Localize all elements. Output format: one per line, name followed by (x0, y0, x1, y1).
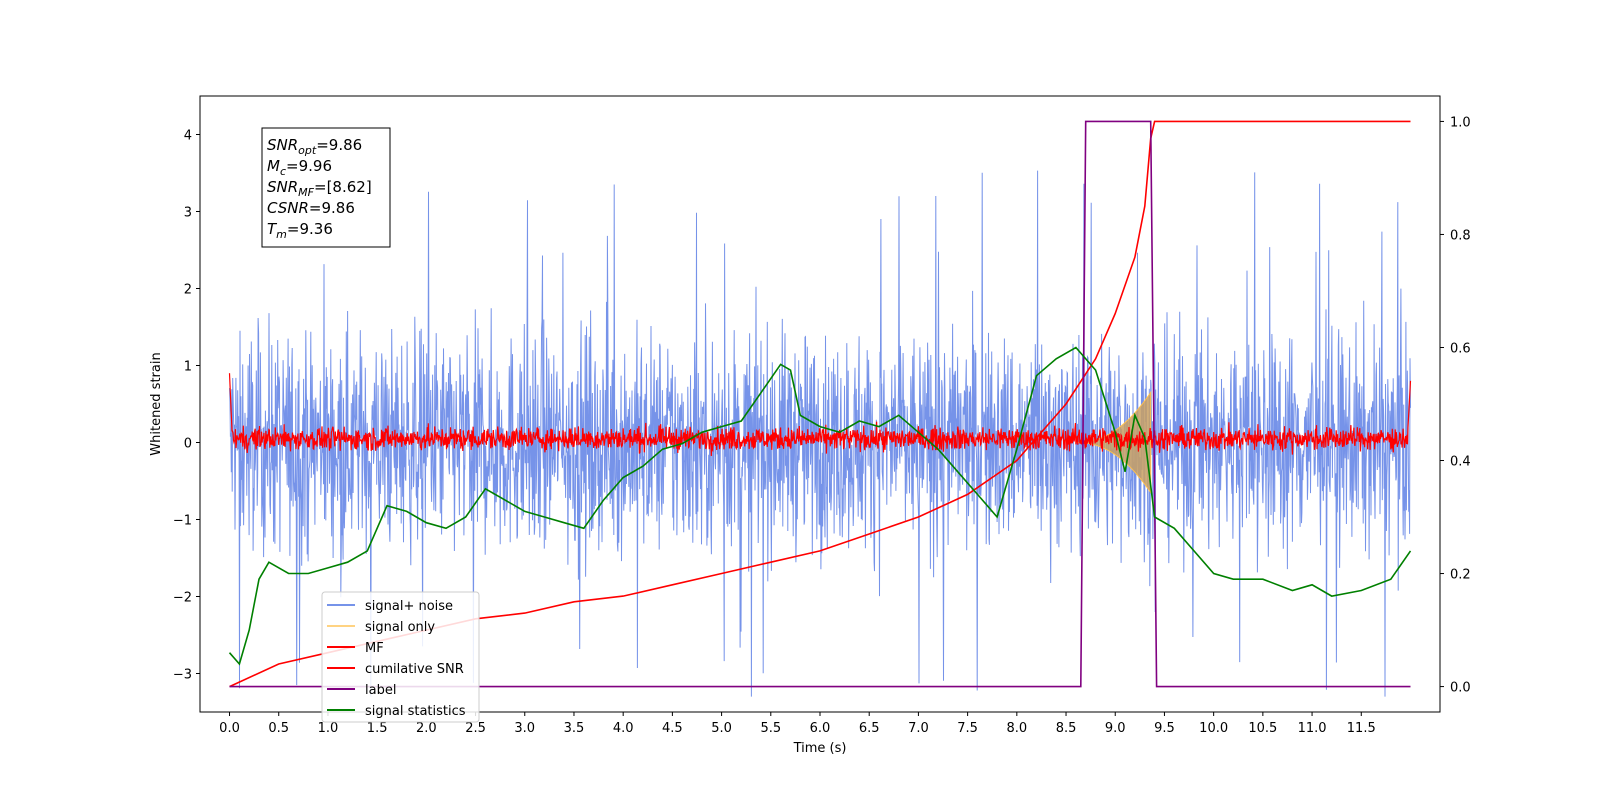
legend-label: label (365, 683, 396, 698)
x-tick-label: 5.0 (711, 721, 732, 736)
x-tick-label: 7.5 (957, 721, 978, 736)
series-label (229, 120, 1411, 688)
legend: signal+ noise signal only MF cumilative SNR… (321, 591, 480, 723)
legend-label: signal statistics (365, 704, 466, 719)
y-tick-label: 4 (184, 129, 192, 144)
legend-label: signal only (365, 620, 435, 635)
x-tick-label: 0.5 (268, 721, 289, 736)
info-box-line: SNRMF=[8.62] (267, 178, 372, 199)
info-box-line: Mc=9.96 (267, 157, 332, 178)
y-tick-label: −1 (173, 514, 192, 529)
x-tick-label: 7.0 (908, 721, 929, 736)
x-tick-label: 10.0 (1199, 721, 1228, 736)
info-box-line: SNRopt=9.86 (267, 136, 362, 157)
x-tick-label: 3.5 (564, 721, 585, 736)
y-tick-label: 1 (184, 360, 192, 375)
y-tick-label: 3 (184, 206, 192, 221)
series-mf (228, 373, 1412, 457)
x-tick-label: 2.5 (465, 721, 486, 736)
x-tick-label: 9.0 (1105, 721, 1126, 736)
x-tick-label: 6.0 (810, 721, 831, 736)
x-axis-label: Time (s) (793, 741, 847, 756)
x-tick-label: 11.5 (1347, 721, 1376, 736)
series-signal-statistics (228, 346, 1412, 666)
x-axis: 0.0 0.5 1.0 1.5 2.0 2.5 3.0 3.5 4.0 4.5 5.0 5.5 6.0 6… (219, 712, 1376, 736)
y2-tick-label: 0.6 (1450, 341, 1471, 356)
x-tick-label: 5.5 (760, 721, 781, 736)
info-box-frame (261, 127, 391, 248)
legend-label: signal+ noise (365, 599, 453, 614)
x-tick-label: 8.0 (1006, 721, 1027, 736)
legend-label: cumilative SNR (365, 662, 464, 677)
x-tick-label: 0.0 (219, 721, 240, 736)
x-tick-label: 8.5 (1056, 721, 1077, 736)
y2-tick-label: 1.0 (1450, 115, 1471, 130)
x-tick-label: 3.0 (514, 721, 535, 736)
y2-tick-label: 0.4 (1450, 455, 1471, 470)
legend-label: MF (365, 641, 384, 656)
y-axis-label: Whitened strain (149, 352, 164, 455)
x-tick-label: 11.0 (1298, 721, 1327, 736)
x-tick-label: 4.5 (662, 721, 683, 736)
y-tick-label: 2 (184, 283, 192, 298)
info-box-line: CSNR=9.86 (267, 199, 355, 217)
y-tick-label: −2 (173, 591, 192, 606)
legend-frame (321, 591, 480, 723)
plot-layer (228, 120, 1412, 697)
y-tick-label: 0 (184, 437, 192, 452)
info-box-line: Tm=9.36 (267, 220, 333, 241)
x-tick-label: 1.5 (367, 721, 388, 736)
y-axis-left: −3 −2 −1 0 1 2 3 4 (173, 129, 200, 683)
y-axis-right: 0.0 0.2 0.4 0.6 0.8 1.0 (1440, 115, 1471, 696)
y-tick-label: −3 (173, 668, 192, 683)
y2-tick-label: 0.8 (1450, 228, 1471, 243)
x-tick-label: 1.0 (318, 721, 339, 736)
y2-tick-label: 0.0 (1450, 681, 1471, 696)
x-tick-label: 4.0 (613, 721, 634, 736)
x-tick-label: 9.5 (1154, 721, 1175, 736)
x-tick-label: 2.0 (416, 721, 437, 736)
x-tick-label: 6.5 (859, 721, 880, 736)
x-tick-label: 10.5 (1248, 721, 1277, 736)
y2-tick-label: 0.2 (1450, 568, 1471, 583)
